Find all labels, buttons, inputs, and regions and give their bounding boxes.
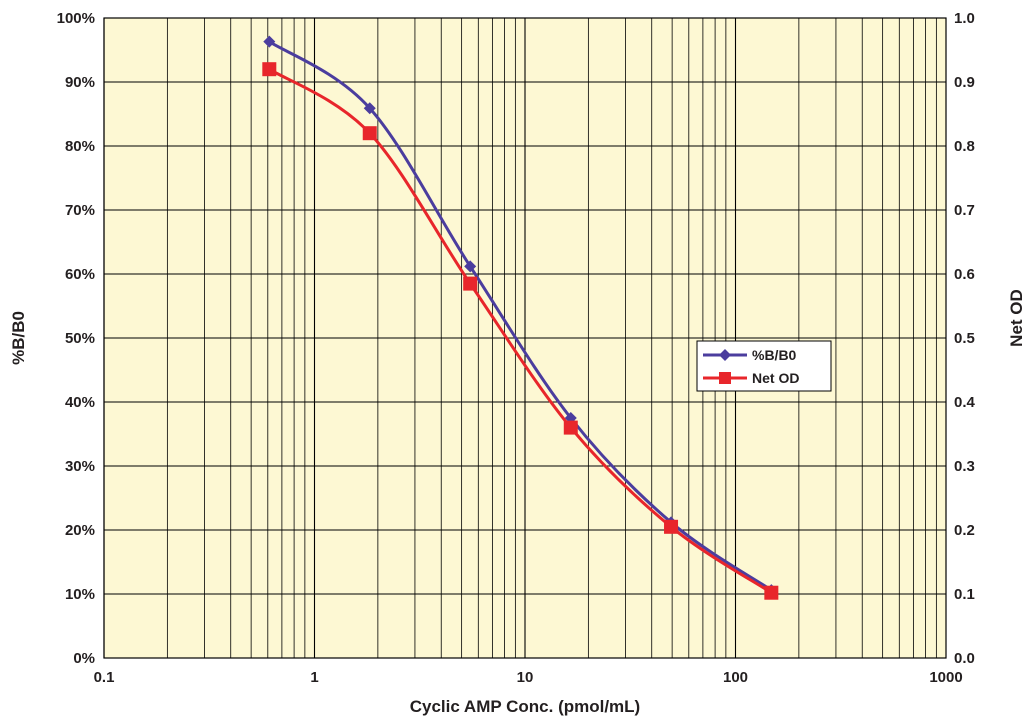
legend-label-netod: Net OD: [752, 370, 799, 386]
data-point-pctb: [464, 260, 477, 273]
y-tick-label-right: 0.7: [954, 202, 975, 219]
y-tick-label-right: 0.0: [954, 650, 975, 667]
y-tick-label-right: 0.8: [954, 138, 975, 155]
data-point-netod: [563, 420, 578, 435]
legend-label-pctb: %B/B0: [752, 347, 797, 363]
data-point-netod: [362, 126, 377, 141]
y-tick-label-left: 70%: [65, 202, 95, 219]
y-tick-label-left: 100%: [57, 10, 95, 27]
legend-marker-diamond: [719, 349, 731, 361]
y-tick-label-left: 30%: [65, 458, 95, 475]
data-point-pctb: [363, 102, 376, 115]
y-tick-label-left: 0%: [73, 650, 95, 667]
y-tick-label-right: 0.1: [954, 586, 975, 603]
data-point-netod: [664, 519, 679, 534]
y-tick-label-left: 90%: [65, 74, 95, 91]
y-tick-label-right: 0.9: [954, 74, 975, 91]
x-tick-label: 1: [310, 669, 318, 686]
y-tick-label-left: 60%: [65, 266, 95, 283]
plot-frame: [103, 17, 947, 659]
y-tick-label-right: 1.0: [954, 10, 975, 27]
y-tick-label-left: 50%: [65, 330, 95, 347]
y-tick-label-right: 0.3: [954, 458, 975, 475]
y-tick-label-right: 0.4: [954, 394, 976, 411]
data-point-pctb: [263, 35, 276, 48]
data-point-netod: [463, 276, 478, 291]
y-tick-label-left: 10%: [65, 586, 95, 603]
legend: %B/B0 Net OD: [696, 340, 832, 392]
series-layer: [262, 35, 779, 600]
data-point-netod: [262, 62, 277, 77]
x-tick-label: 100: [723, 669, 748, 686]
x-tick-label: 10: [517, 669, 534, 686]
x-tick-label: 1000: [929, 669, 962, 686]
data-point-netod: [764, 585, 779, 600]
y-tick-label-left: 40%: [65, 394, 95, 411]
y-tick-label-left: 20%: [65, 522, 95, 539]
y-tick-label-right: 0.5: [954, 330, 975, 347]
y-tick-label-right: 0.2: [954, 522, 975, 539]
y-tick-label-right: 0.6: [954, 266, 975, 283]
y-axis-title-right: Net OD: [1007, 289, 1026, 347]
x-tick-label: 0.1: [94, 669, 115, 686]
tick-labels: 0.1 1 10 100 1000 0% 10% 20% 30% 40% 50% 60% 70% 80% 9…: [57, 10, 976, 686]
x-axis-title: Cyclic AMP Conc. (pmol/mL): [410, 697, 640, 716]
y-axis-title-left: %B/B0: [9, 311, 28, 365]
y-tick-label-left: 80%: [65, 138, 95, 155]
legend-marker-square: [719, 372, 731, 384]
